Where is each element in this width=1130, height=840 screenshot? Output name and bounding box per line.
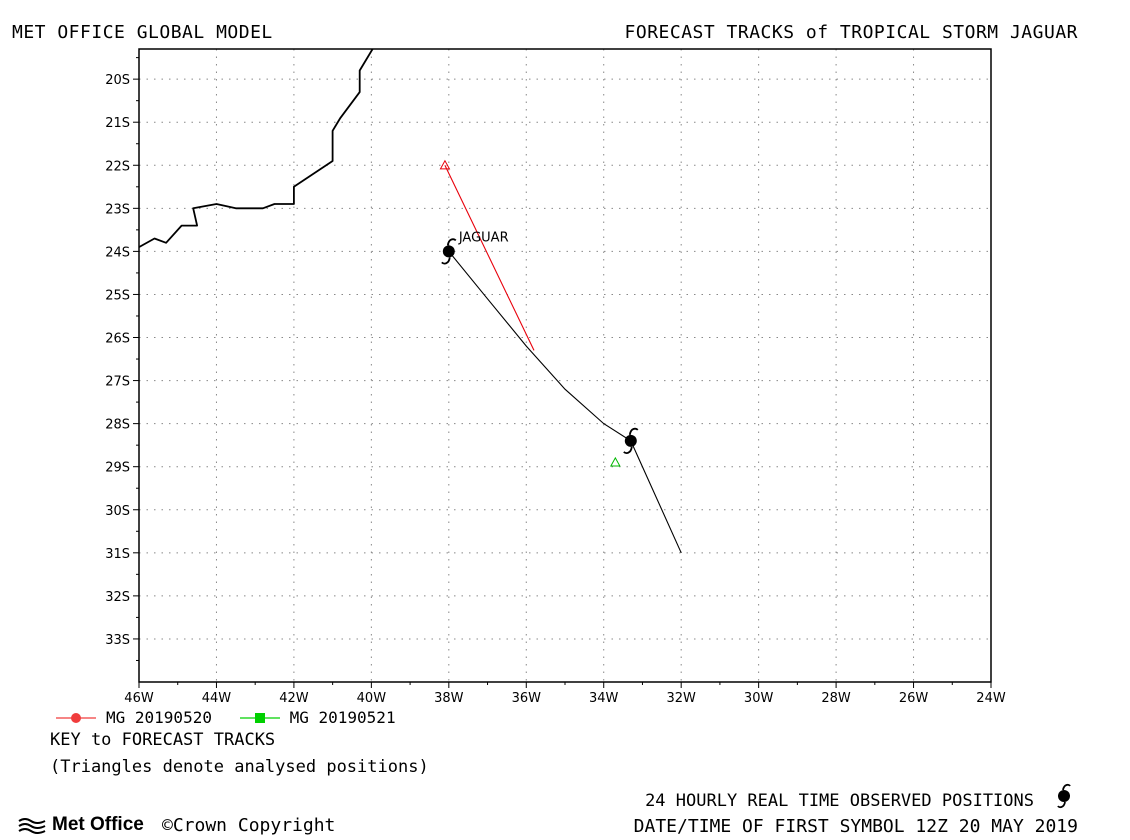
legend-label: MG 20190520 xyxy=(106,708,212,727)
cyclone-symbol-arm xyxy=(623,446,633,454)
cyclone-symbol-arm xyxy=(628,427,639,436)
cyclone-symbol-core xyxy=(624,434,637,447)
cyclone-symbol-core xyxy=(442,245,455,258)
first-symbol-datetime: DATE/TIME OF FIRST SYMBOL 12Z 20 MAY 201… xyxy=(633,816,1078,837)
legend-item-mg-20190520: MG 20190520 xyxy=(54,708,212,727)
legend-item-mg-20190521: MG 20190521 xyxy=(238,708,396,727)
y-tick-label: 22S xyxy=(105,159,130,174)
y-tick-label: 24S xyxy=(105,245,130,260)
y-tick-label: 29S xyxy=(105,461,130,476)
tick-layer: 46W 44W 42W 40W 38W 36W 34W 32W 30W 28W 26W 24W 20S 2… xyxy=(105,57,1006,706)
legend-line-green-icon xyxy=(239,712,280,723)
y-tick-label: 33S xyxy=(105,633,130,648)
x-tick-label: 46W xyxy=(124,691,154,706)
x-tick-label: 36W xyxy=(512,691,542,706)
legend-label: MG 20190521 xyxy=(289,708,396,727)
observed-track-line xyxy=(448,251,682,554)
key-note: (Triangles denote analysed positions) xyxy=(50,757,429,777)
analysed-position-triangle xyxy=(609,456,621,467)
crown-copyright: ©Crown Copyright xyxy=(162,815,336,836)
cyclone-symbol xyxy=(623,427,639,454)
analysed-position-triangle xyxy=(439,159,451,170)
cyclone-symbol xyxy=(441,238,457,265)
y-tick-label: 21S xyxy=(105,116,130,131)
met-office-wave-icon xyxy=(18,818,46,834)
chart-title-right: FORECAST TRACKS of TROPICAL STORM JAGUAR xyxy=(624,22,1078,43)
y-tick-label: 28S xyxy=(105,418,130,433)
x-tick-label: 32W xyxy=(666,691,696,706)
y-tick-label: 27S xyxy=(105,375,130,390)
x-tick-label: 42W xyxy=(279,691,309,706)
cyclone-symbol-arm xyxy=(441,257,451,265)
observed-positions-text: 24 HOURLY REAL TIME OBSERVED POSITIONS xyxy=(645,791,1034,811)
x-tick-label: 44W xyxy=(202,691,232,706)
y-tick-label: 25S xyxy=(105,288,130,303)
y-tick-label: 20S xyxy=(105,73,130,88)
legend: MG 20190520 MG 20190521 xyxy=(54,708,412,729)
legend-line-red-icon xyxy=(56,712,96,723)
plot-frame xyxy=(138,48,992,683)
coastline-layer xyxy=(139,49,374,248)
cyclone-symbol-arm xyxy=(446,238,457,246)
x-tick-label: 40W xyxy=(357,691,387,706)
cyclone-symbol-icon xyxy=(1057,783,1071,809)
forecast-track-line xyxy=(444,165,535,351)
met-office-logo-text: Met Office xyxy=(52,814,144,835)
y-tick-label: 23S xyxy=(105,202,130,217)
y-tick-label: 31S xyxy=(105,547,130,562)
x-tick-label: 38W xyxy=(434,691,464,706)
key-title: KEY to FORECAST TRACKS xyxy=(50,730,276,750)
y-tick-label: 32S xyxy=(105,590,130,605)
grid-layer xyxy=(139,49,991,682)
x-tick-label: 30W xyxy=(744,691,774,706)
chart-title-left: MET OFFICE GLOBAL MODEL xyxy=(12,22,273,43)
track-layer: JAGUAR xyxy=(439,159,682,554)
storm-name-label: JAGUAR xyxy=(458,230,509,245)
y-tick-label: 30S xyxy=(105,504,130,519)
x-tick-label: 28W xyxy=(821,691,851,706)
y-tick-label: 26S xyxy=(105,332,130,347)
x-tick-label: 24W xyxy=(976,691,1006,706)
x-tick-label: 26W xyxy=(899,691,929,706)
x-tick-label: 34W xyxy=(589,691,619,706)
met-office-logo: Met Office xyxy=(18,814,144,836)
coastline xyxy=(139,49,374,248)
